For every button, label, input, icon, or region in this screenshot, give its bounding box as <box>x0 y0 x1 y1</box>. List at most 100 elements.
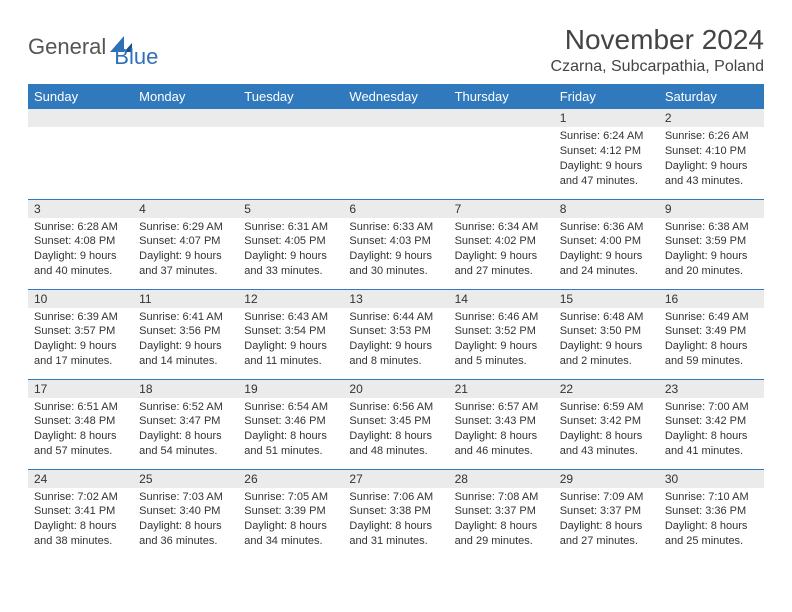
calendar-cell: 4Sunrise: 6:29 AMSunset: 4:07 PMDaylight… <box>133 199 238 289</box>
calendar-cell: 7Sunrise: 6:34 AMSunset: 4:02 PMDaylight… <box>449 199 554 289</box>
weekday-header: Monday <box>133 84 238 109</box>
weekday-header: Wednesday <box>343 84 448 109</box>
calendar-body: 1Sunrise: 6:24 AMSunset: 4:12 PMDaylight… <box>28 109 764 559</box>
empty-day <box>28 109 133 127</box>
daylight-line: Daylight: 9 hours and 33 minutes. <box>244 249 337 279</box>
sunset-line: Sunset: 4:05 PM <box>244 234 337 249</box>
sunset-line: Sunset: 4:00 PM <box>560 234 653 249</box>
day-number: 30 <box>659 470 764 488</box>
location: Czarna, Subcarpathia, Poland <box>551 58 764 76</box>
sunset-line: Sunset: 4:12 PM <box>560 144 653 159</box>
day-details: Sunrise: 6:57 AMSunset: 3:43 PMDaylight:… <box>449 398 554 463</box>
sunrise-line: Sunrise: 6:24 AM <box>560 129 653 144</box>
sunset-line: Sunset: 3:59 PM <box>665 234 758 249</box>
day-details: Sunrise: 7:02 AMSunset: 3:41 PMDaylight:… <box>28 488 133 553</box>
calendar-cell: 6Sunrise: 6:33 AMSunset: 4:03 PMDaylight… <box>343 199 448 289</box>
sunset-line: Sunset: 3:42 PM <box>560 414 653 429</box>
daylight-line: Daylight: 9 hours and 47 minutes. <box>560 159 653 189</box>
day-details: Sunrise: 7:03 AMSunset: 3:40 PMDaylight:… <box>133 488 238 553</box>
calendar-cell: 9Sunrise: 6:38 AMSunset: 3:59 PMDaylight… <box>659 199 764 289</box>
day-number: 23 <box>659 380 764 398</box>
calendar-cell: 20Sunrise: 6:56 AMSunset: 3:45 PMDayligh… <box>343 379 448 469</box>
sunrise-line: Sunrise: 6:39 AM <box>34 310 127 325</box>
sunrise-line: Sunrise: 6:34 AM <box>455 220 548 235</box>
daylight-line: Daylight: 8 hours and 48 minutes. <box>349 429 442 459</box>
daylight-line: Daylight: 9 hours and 40 minutes. <box>34 249 127 279</box>
day-details: Sunrise: 6:48 AMSunset: 3:50 PMDaylight:… <box>554 308 659 373</box>
sunrise-line: Sunrise: 6:54 AM <box>244 400 337 415</box>
day-details: Sunrise: 6:46 AMSunset: 3:52 PMDaylight:… <box>449 308 554 373</box>
calendar-cell: 16Sunrise: 6:49 AMSunset: 3:49 PMDayligh… <box>659 289 764 379</box>
day-number: 18 <box>133 380 238 398</box>
sunrise-line: Sunrise: 6:38 AM <box>665 220 758 235</box>
calendar-cell: 18Sunrise: 6:52 AMSunset: 3:47 PMDayligh… <box>133 379 238 469</box>
daylight-line: Daylight: 9 hours and 14 minutes. <box>139 339 232 369</box>
sunrise-line: Sunrise: 6:33 AM <box>349 220 442 235</box>
day-details: Sunrise: 6:38 AMSunset: 3:59 PMDaylight:… <box>659 218 764 283</box>
calendar-cell: 22Sunrise: 6:59 AMSunset: 3:42 PMDayligh… <box>554 379 659 469</box>
calendar-cell <box>343 109 448 199</box>
calendar-cell: 30Sunrise: 7:10 AMSunset: 3:36 PMDayligh… <box>659 469 764 559</box>
day-number: 11 <box>133 290 238 308</box>
day-number: 5 <box>238 200 343 218</box>
day-details: Sunrise: 6:49 AMSunset: 3:49 PMDaylight:… <box>659 308 764 373</box>
day-number: 7 <box>449 200 554 218</box>
day-number: 14 <box>449 290 554 308</box>
calendar-cell: 10Sunrise: 6:39 AMSunset: 3:57 PMDayligh… <box>28 289 133 379</box>
daylight-line: Daylight: 8 hours and 36 minutes. <box>139 519 232 549</box>
sunset-line: Sunset: 4:08 PM <box>34 234 127 249</box>
sunset-line: Sunset: 3:50 PM <box>560 324 653 339</box>
weekday-header: Tuesday <box>238 84 343 109</box>
calendar-cell: 14Sunrise: 6:46 AMSunset: 3:52 PMDayligh… <box>449 289 554 379</box>
day-number: 12 <box>238 290 343 308</box>
sunset-line: Sunset: 3:47 PM <box>139 414 232 429</box>
day-number: 17 <box>28 380 133 398</box>
calendar-cell: 2Sunrise: 6:26 AMSunset: 4:10 PMDaylight… <box>659 109 764 199</box>
daylight-line: Daylight: 9 hours and 24 minutes. <box>560 249 653 279</box>
sunrise-line: Sunrise: 7:02 AM <box>34 490 127 505</box>
weekday-header: Saturday <box>659 84 764 109</box>
calendar-row: 17Sunrise: 6:51 AMSunset: 3:48 PMDayligh… <box>28 379 764 469</box>
daylight-line: Daylight: 8 hours and 34 minutes. <box>244 519 337 549</box>
day-number: 8 <box>554 200 659 218</box>
day-number: 3 <box>28 200 133 218</box>
day-details: Sunrise: 6:33 AMSunset: 4:03 PMDaylight:… <box>343 218 448 283</box>
calendar-cell: 28Sunrise: 7:08 AMSunset: 3:37 PMDayligh… <box>449 469 554 559</box>
daylight-line: Daylight: 8 hours and 54 minutes. <box>139 429 232 459</box>
sunrise-line: Sunrise: 7:05 AM <box>244 490 337 505</box>
day-details: Sunrise: 6:44 AMSunset: 3:53 PMDaylight:… <box>343 308 448 373</box>
day-details: Sunrise: 6:41 AMSunset: 3:56 PMDaylight:… <box>133 308 238 373</box>
sunset-line: Sunset: 3:57 PM <box>34 324 127 339</box>
sunset-line: Sunset: 3:38 PM <box>349 504 442 519</box>
calendar-cell <box>449 109 554 199</box>
daylight-line: Daylight: 8 hours and 38 minutes. <box>34 519 127 549</box>
daylight-line: Daylight: 8 hours and 46 minutes. <box>455 429 548 459</box>
calendar-cell: 21Sunrise: 6:57 AMSunset: 3:43 PMDayligh… <box>449 379 554 469</box>
day-number: 9 <box>659 200 764 218</box>
empty-day <box>133 109 238 127</box>
sunrise-line: Sunrise: 7:08 AM <box>455 490 548 505</box>
sunrise-line: Sunrise: 6:43 AM <box>244 310 337 325</box>
day-details: Sunrise: 7:08 AMSunset: 3:37 PMDaylight:… <box>449 488 554 553</box>
day-details: Sunrise: 6:51 AMSunset: 3:48 PMDaylight:… <box>28 398 133 463</box>
day-number: 2 <box>659 109 764 127</box>
sunrise-line: Sunrise: 6:51 AM <box>34 400 127 415</box>
day-number: 16 <box>659 290 764 308</box>
sunrise-line: Sunrise: 6:26 AM <box>665 129 758 144</box>
header: General Blue November 2024 Czarna, Subca… <box>28 24 764 76</box>
logo-general: General <box>28 34 106 60</box>
day-number: 15 <box>554 290 659 308</box>
calendar-cell: 17Sunrise: 6:51 AMSunset: 3:48 PMDayligh… <box>28 379 133 469</box>
day-details: Sunrise: 6:29 AMSunset: 4:07 PMDaylight:… <box>133 218 238 283</box>
day-number: 28 <box>449 470 554 488</box>
daylight-line: Daylight: 8 hours and 27 minutes. <box>560 519 653 549</box>
day-details: Sunrise: 6:54 AMSunset: 3:46 PMDaylight:… <box>238 398 343 463</box>
daylight-line: Daylight: 8 hours and 29 minutes. <box>455 519 548 549</box>
sunrise-line: Sunrise: 6:57 AM <box>455 400 548 415</box>
calendar-row: 24Sunrise: 7:02 AMSunset: 3:41 PMDayligh… <box>28 469 764 559</box>
daylight-line: Daylight: 9 hours and 37 minutes. <box>139 249 232 279</box>
calendar-cell: 8Sunrise: 6:36 AMSunset: 4:00 PMDaylight… <box>554 199 659 289</box>
logo: General Blue <box>28 24 158 70</box>
daylight-line: Daylight: 9 hours and 17 minutes. <box>34 339 127 369</box>
calendar-cell: 5Sunrise: 6:31 AMSunset: 4:05 PMDaylight… <box>238 199 343 289</box>
